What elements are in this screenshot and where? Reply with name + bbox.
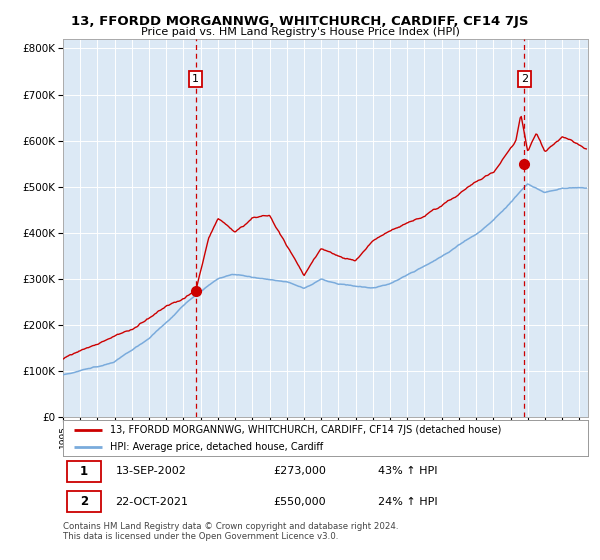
Text: £550,000: £550,000 [273,497,326,507]
Text: 13, FFORDD MORGANNWG, WHITCHURCH, CARDIFF, CF14 7JS: 13, FFORDD MORGANNWG, WHITCHURCH, CARDIF… [71,15,529,27]
Text: £273,000: £273,000 [273,466,326,477]
Text: 2: 2 [80,495,88,508]
Text: 43% ↑ HPI: 43% ↑ HPI [378,466,437,477]
Text: 22-OCT-2021: 22-OCT-2021 [115,497,188,507]
Text: 13-SEP-2002: 13-SEP-2002 [115,466,187,477]
FancyBboxPatch shape [67,461,101,482]
Text: HPI: Average price, detached house, Cardiff: HPI: Average price, detached house, Card… [110,442,323,451]
Text: 1: 1 [192,74,199,84]
Text: 1: 1 [80,465,88,478]
Text: 2: 2 [521,74,528,84]
Text: Price paid vs. HM Land Registry's House Price Index (HPI): Price paid vs. HM Land Registry's House … [140,27,460,37]
Text: 24% ↑ HPI: 24% ↑ HPI [378,497,437,507]
Text: Contains HM Land Registry data © Crown copyright and database right 2024.
This d: Contains HM Land Registry data © Crown c… [63,522,398,542]
FancyBboxPatch shape [67,491,101,512]
Text: 13, FFORDD MORGANNWG, WHITCHURCH, CARDIFF, CF14 7JS (detached house): 13, FFORDD MORGANNWG, WHITCHURCH, CARDIF… [110,425,502,435]
